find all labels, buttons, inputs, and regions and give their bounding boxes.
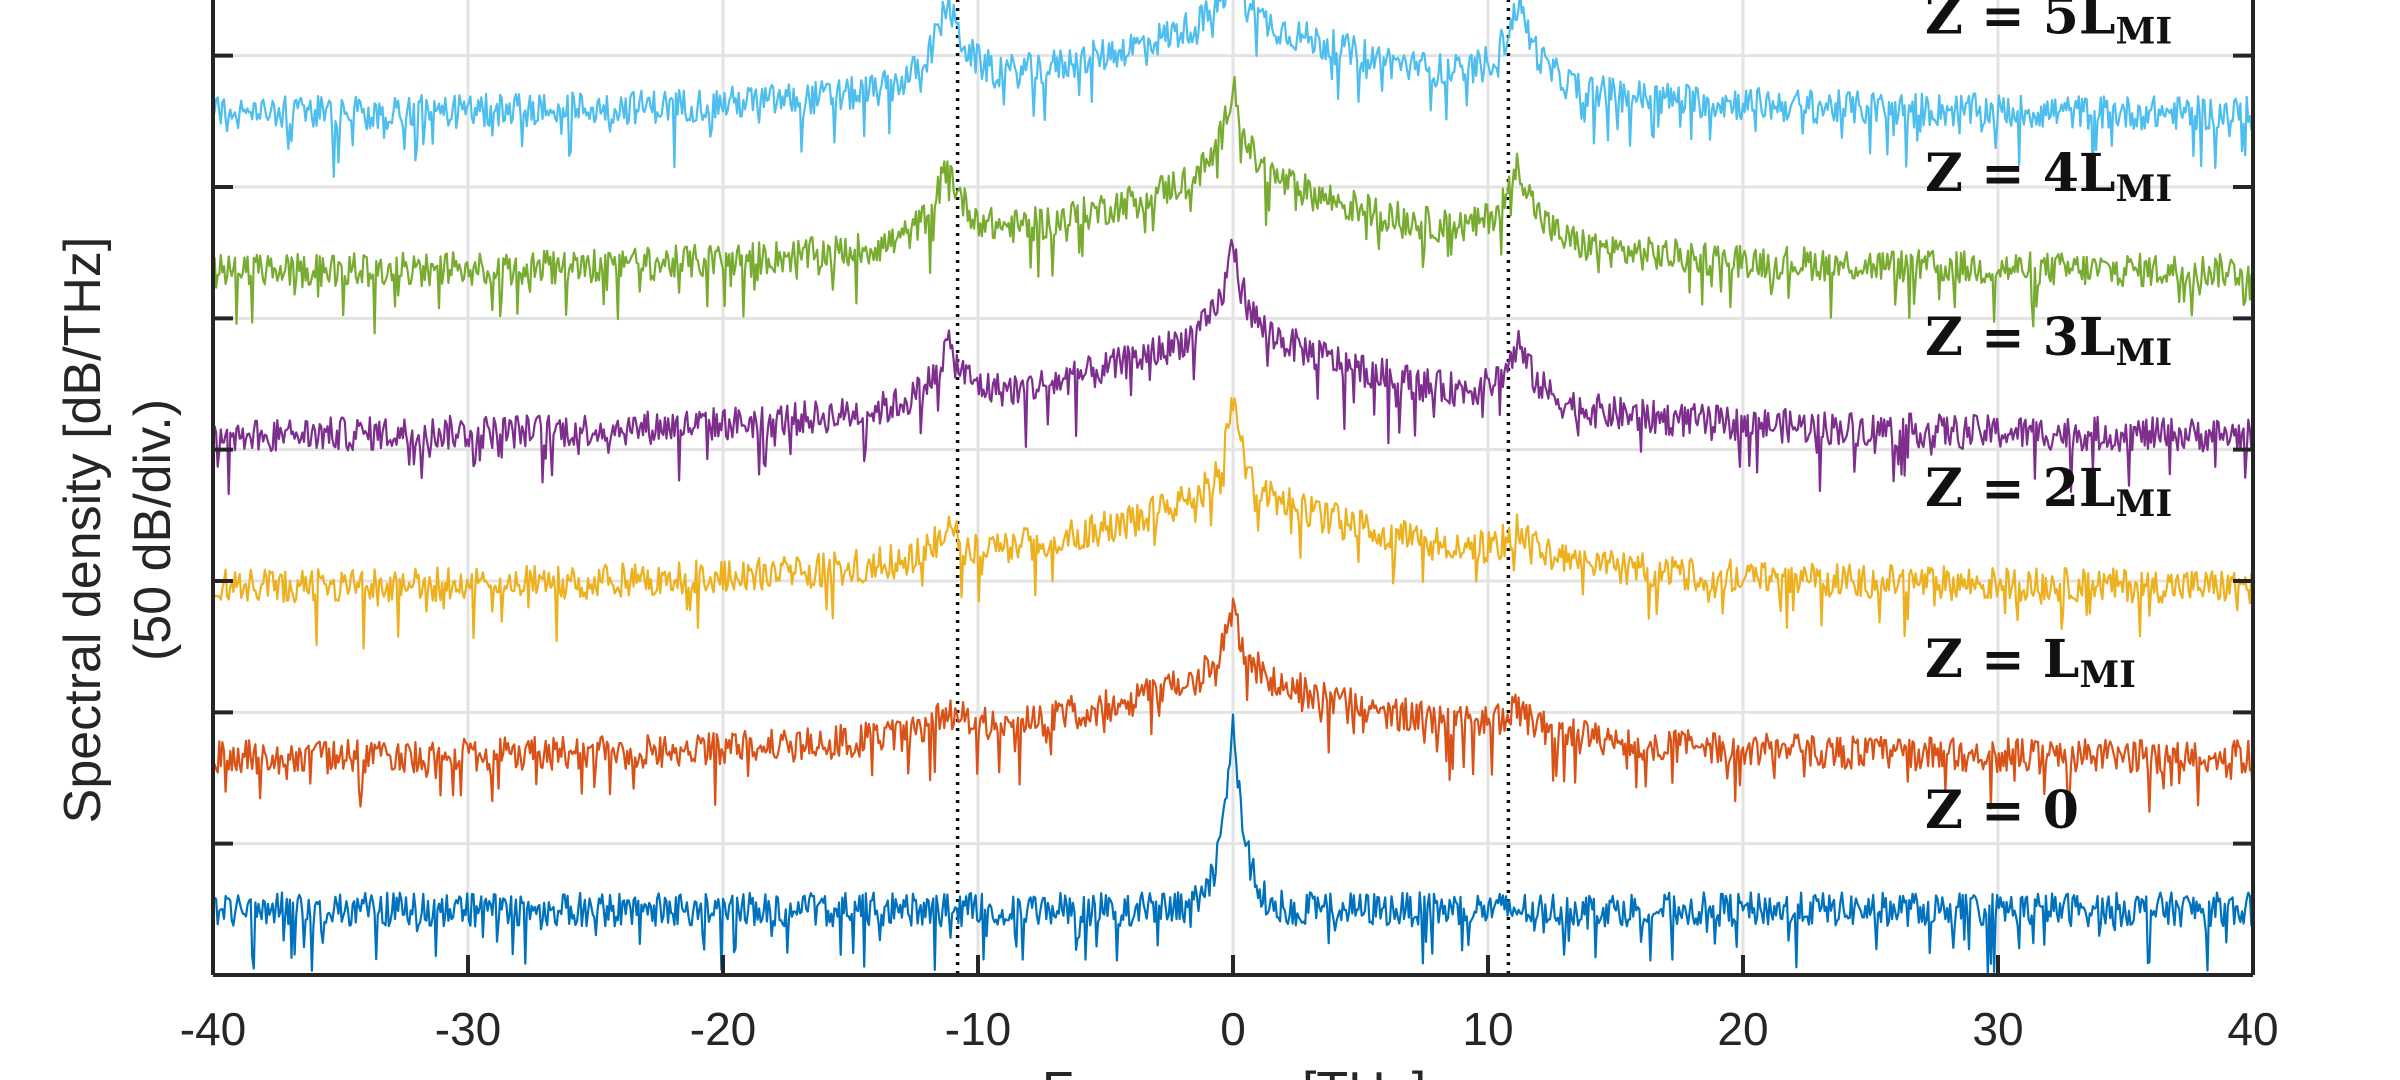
x-tick-label: 0 [1220,1003,1246,1055]
x-tick-label: -10 [945,1003,1011,1055]
y-axis-label: Spectral density [dB/THz] [54,237,112,824]
series-label: Z = 3LMI [1925,307,2172,374]
x-tick-label: 30 [1972,1003,2023,1055]
x-tick-label: 40 [2227,1003,2278,1055]
x-tick-label: -20 [690,1003,756,1055]
spectrum-traces [211,0,2255,975]
spectrum-trace-2 [211,396,2255,650]
spectrum-trace-5 [211,0,2255,178]
spectrum-trace-4 [211,75,2255,335]
x-tick-label: -30 [435,1003,501,1055]
x-tick-label: 20 [1717,1003,1768,1055]
sideband-marker-lines [955,0,1511,975]
series-label: Z = 0 [1925,780,2079,841]
x-tick-label: -40 [180,1003,246,1055]
x-tick-labels: -40 -30 -20 -10 0 10 20 30 40 [180,1003,2279,1055]
spectrum-trace-0 [212,713,2255,975]
series-label: Z = 2LMI [1925,458,2172,525]
spectrum-trace-3 [212,238,2254,496]
plot-axes [211,0,2255,977]
series-label: Z = LMI [1925,629,2136,696]
x-axis-label: Frequency [THz] [1042,1062,1426,1080]
series-label: Z = 4LMI [1925,143,2172,210]
series-labels: Z = 0 Z = LMI Z = 2LMI Z = 3LMI Z = 4LMI Z = … [1925,0,2172,841]
series-label: Z = 5LMI [1925,0,2172,52]
x-tick-label: 10 [1462,1003,1513,1055]
y-axis-unit-label: (50 dB/div.) [124,399,182,661]
spectrum-trace-1 [211,597,2255,813]
